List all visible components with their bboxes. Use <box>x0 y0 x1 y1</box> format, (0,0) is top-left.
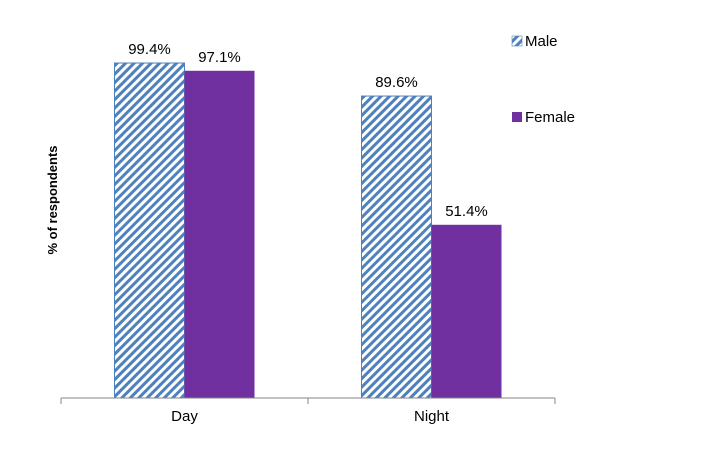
bar-male-day <box>114 62 185 399</box>
legend-label-female: Female <box>525 109 575 126</box>
legend-swatch-male <box>511 35 523 47</box>
bars-group <box>114 62 502 399</box>
bar-female-day <box>184 70 255 398</box>
x-tick-label-day: Day <box>171 408 198 425</box>
data-label-male-day: 99.4% <box>128 41 171 58</box>
bar-male-night <box>361 95 432 399</box>
x-axis: Day Night <box>60 397 556 425</box>
y-axis-label: % of respondents <box>45 145 60 254</box>
data-label-female-day: 97.1% <box>198 49 241 66</box>
x-tick-label-night: Night <box>414 408 450 425</box>
legend-swatch-female <box>512 112 522 122</box>
value-labels-group: 99.4% 97.1% 89.6% 51.4% <box>128 41 488 220</box>
data-label-female-night: 51.4% <box>445 203 488 220</box>
legend: Male Female <box>511 33 575 126</box>
data-label-male-night: 89.6% <box>375 74 418 91</box>
legend-item-female: Female <box>512 109 575 126</box>
bar-female-night <box>431 224 502 398</box>
legend-label-male: Male <box>525 33 558 50</box>
legend-item-male: Male <box>511 33 558 50</box>
